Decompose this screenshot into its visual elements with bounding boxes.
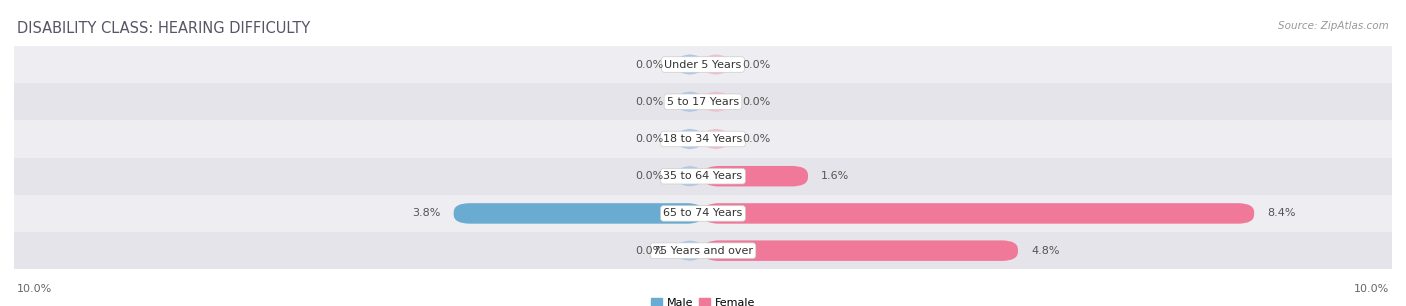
Text: 75 Years and over: 75 Years and over [652,246,754,256]
FancyBboxPatch shape [703,91,730,112]
Text: 0.0%: 0.0% [636,246,664,256]
Text: 0.0%: 0.0% [742,134,770,144]
Text: 0.0%: 0.0% [636,97,664,107]
Text: 1.6%: 1.6% [821,171,849,181]
Bar [14,158,1392,195]
Text: 3.8%: 3.8% [412,208,440,218]
Text: 10.0%: 10.0% [1354,284,1389,294]
Bar [14,232,1392,269]
Text: Source: ZipAtlas.com: Source: ZipAtlas.com [1278,21,1389,32]
FancyBboxPatch shape [703,166,808,186]
Text: 0.0%: 0.0% [636,171,664,181]
FancyBboxPatch shape [703,129,730,149]
FancyBboxPatch shape [676,91,703,112]
Text: 0.0%: 0.0% [742,97,770,107]
Bar [14,195,1392,232]
Bar [14,46,1392,83]
FancyBboxPatch shape [676,129,703,149]
Legend: Male, Female: Male, Female [647,294,759,306]
FancyBboxPatch shape [703,203,1254,224]
Text: 4.8%: 4.8% [1031,246,1060,256]
Bar [14,83,1392,120]
FancyBboxPatch shape [676,54,703,75]
FancyBboxPatch shape [703,54,730,75]
Text: DISABILITY CLASS: HEARING DIFFICULTY: DISABILITY CLASS: HEARING DIFFICULTY [17,21,311,36]
Text: 8.4%: 8.4% [1267,208,1296,218]
Bar [14,120,1392,158]
Text: 0.0%: 0.0% [636,59,664,69]
FancyBboxPatch shape [703,241,1018,261]
FancyBboxPatch shape [676,241,703,261]
FancyBboxPatch shape [454,203,703,224]
Text: 35 to 64 Years: 35 to 64 Years [664,171,742,181]
Text: 5 to 17 Years: 5 to 17 Years [666,97,740,107]
Text: 0.0%: 0.0% [636,134,664,144]
FancyBboxPatch shape [676,166,703,186]
Text: 0.0%: 0.0% [742,59,770,69]
Text: 65 to 74 Years: 65 to 74 Years [664,208,742,218]
Text: Under 5 Years: Under 5 Years [665,59,741,69]
Text: 18 to 34 Years: 18 to 34 Years [664,134,742,144]
Text: 10.0%: 10.0% [17,284,52,294]
